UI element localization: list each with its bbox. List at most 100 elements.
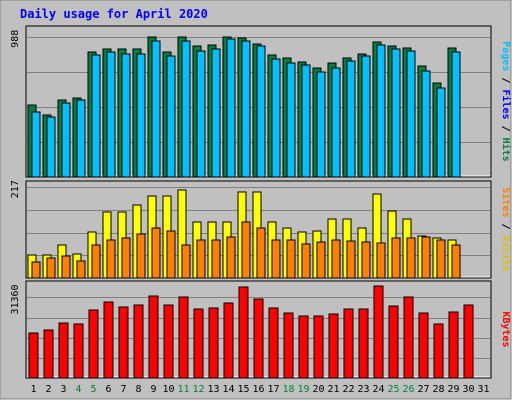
bar-hits-files [331,67,341,178]
bar-hits-files [241,40,251,178]
bar-kbytes-kbytes [463,304,474,379]
x-tick-label: 17 [267,384,279,395]
bar-visits-sites [166,230,176,279]
bar-hits-files [46,116,56,178]
bar-hits-files [376,44,386,178]
bar-hits-files [196,50,206,178]
bar-kbytes-kbytes [358,308,369,379]
bar-visits-sites [76,260,86,279]
x-tick-label: 5 [90,384,96,395]
bar-visits-sites [241,221,251,279]
legend-separator: / [500,120,511,138]
x-tick-label: 26 [402,384,414,395]
x-tick-label: 2 [45,384,51,395]
bar-hits-files [151,40,161,178]
bar-hits-files [421,70,431,178]
bar-hits-files [136,53,146,178]
bar-hits-files [406,50,416,178]
panel-visits-legend: Sites / Visits [500,187,512,271]
bar-visits-sites [451,244,461,279]
x-tick-label: 13 [207,384,219,395]
x-tick-label: 22 [342,384,354,395]
x-tick-label: 3 [60,384,66,395]
bar-hits-files [91,54,101,178]
bar-visits-sites [331,239,341,279]
panel-visits-max-label: 217 [10,180,21,198]
x-tick-label: 20 [312,384,324,395]
x-tick-label: 6 [105,384,111,395]
bar-visits-sites [256,227,266,279]
bar-kbytes-kbytes [328,313,339,379]
bar-hits-files [121,53,131,178]
panel-kbytes-max-label: 31360 [10,284,21,314]
bar-visits-sites [436,239,446,279]
bar-visits-sites [151,227,161,279]
bar-kbytes-kbytes [313,315,324,379]
bar-visits-sites [346,240,356,279]
bar-kbytes-kbytes [298,315,309,379]
bar-kbytes-kbytes [388,305,399,379]
bar-visits-sites [46,257,56,279]
chart-title: Daily usage for April 2020 [20,7,208,21]
bar-kbytes-kbytes [28,332,39,379]
x-tick-label: 25 [387,384,399,395]
panel-kbytes: 31360 KBytes [10,280,511,379]
bar-kbytes-kbytes [373,285,384,379]
legend-label-files: Files [500,89,512,119]
bar-visits-sites [286,239,296,279]
bar-hits-files [256,45,266,178]
bar-hits-files [166,55,176,178]
bar-visits-sites [316,241,326,279]
bar-visits-sites [301,243,311,279]
legend-separator: / [500,71,511,89]
legend-separator: / [500,217,511,235]
bar-kbytes-kbytes [223,302,234,379]
bar-kbytes-kbytes [253,298,264,379]
x-tick-label: 7 [120,384,126,395]
bar-visits-sites [421,236,431,279]
bar-hits-files [271,58,281,178]
bar-visits-sites [91,244,101,279]
x-tick-label: 18 [282,384,294,395]
bar-kbytes-kbytes [43,329,54,379]
bar-visits-sites [31,261,41,279]
x-tick-label: 4 [75,384,81,395]
bar-kbytes-kbytes [133,304,144,379]
x-tick-label: 24 [372,384,384,395]
bar-hits-files [436,87,446,178]
x-tick-label: 23 [357,384,369,395]
panel-hits-max-label: 988 [10,30,21,48]
bar-hits-files [211,48,221,178]
bar-hits-files [301,64,311,178]
bar-hits-files [346,60,356,178]
bar-kbytes-kbytes [148,295,159,379]
bar-visits-sites [271,239,281,279]
bar-kbytes-kbytes [268,307,279,379]
legend-label-visits: Visits [500,236,512,272]
bar-kbytes-kbytes [73,323,84,379]
x-tick-label: 9 [150,384,156,395]
bar-hits-files [391,48,401,178]
bar-hits-files [451,51,461,178]
x-tick-label: 10 [162,384,174,395]
bar-visits-sites [106,239,116,279]
bar-visits-sites [61,255,71,279]
bar-kbytes-kbytes [58,322,69,379]
x-axis-day-labels: 1 2 3 4 5 6 7 8 9 10 11 12 13 14 15 16 17 18 19 20 21 22 23 24 2… [30,384,489,395]
bar-visits-sites [406,237,416,279]
x-tick-label: 8 [135,384,141,395]
x-tick-label: 1 [30,384,36,395]
bar-kbytes-kbytes [343,308,354,379]
x-tick-label: 21 [327,384,339,395]
bar-visits-sites [376,242,386,279]
bar-hits-files [106,51,116,178]
chart-panels: 988 Pages / Files / Hits 217 Sites / Visits… [10,25,512,379]
panel-kbytes-legend: KBytes [500,311,511,347]
bar-visits-sites [391,237,401,279]
bar-hits-files [361,55,371,178]
bar-kbytes-kbytes [283,312,294,379]
bar-visits-sites [121,237,131,279]
bar-kbytes-kbytes [418,312,429,379]
x-tick-label: 31 [477,384,489,395]
